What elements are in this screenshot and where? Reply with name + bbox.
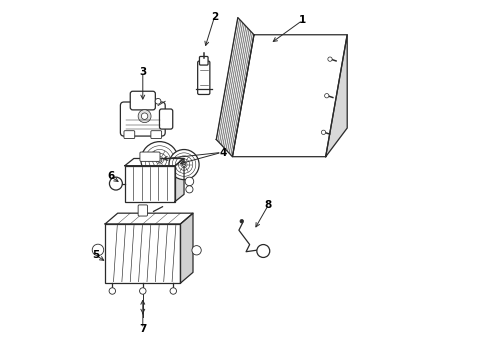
FancyBboxPatch shape xyxy=(124,131,135,139)
Text: 6: 6 xyxy=(107,171,114,181)
FancyBboxPatch shape xyxy=(197,61,210,94)
Circle shape xyxy=(141,113,148,120)
Polygon shape xyxy=(232,35,347,157)
Circle shape xyxy=(328,57,332,61)
Circle shape xyxy=(186,186,193,193)
Circle shape xyxy=(156,157,163,164)
FancyBboxPatch shape xyxy=(159,109,173,129)
Circle shape xyxy=(175,156,193,173)
FancyBboxPatch shape xyxy=(130,91,155,110)
Circle shape xyxy=(192,246,201,255)
Text: 1: 1 xyxy=(299,15,306,26)
Circle shape xyxy=(240,220,244,223)
Circle shape xyxy=(324,94,329,98)
Polygon shape xyxy=(180,213,193,283)
Circle shape xyxy=(109,288,116,294)
Circle shape xyxy=(178,159,190,170)
Circle shape xyxy=(181,162,187,168)
Circle shape xyxy=(109,177,122,190)
Circle shape xyxy=(145,146,174,175)
Circle shape xyxy=(172,153,196,176)
Circle shape xyxy=(157,158,162,162)
Circle shape xyxy=(155,98,161,104)
FancyBboxPatch shape xyxy=(199,57,208,65)
Circle shape xyxy=(170,288,176,294)
Text: 7: 7 xyxy=(139,324,147,334)
Circle shape xyxy=(92,244,104,256)
Circle shape xyxy=(169,149,199,180)
Polygon shape xyxy=(326,35,347,157)
Circle shape xyxy=(149,149,171,171)
Circle shape xyxy=(257,244,270,257)
Polygon shape xyxy=(175,158,184,202)
Circle shape xyxy=(185,177,194,186)
Text: 4: 4 xyxy=(220,148,227,158)
FancyBboxPatch shape xyxy=(105,224,180,283)
FancyBboxPatch shape xyxy=(138,205,147,216)
Polygon shape xyxy=(125,158,184,166)
FancyBboxPatch shape xyxy=(151,131,162,139)
FancyBboxPatch shape xyxy=(125,166,175,202)
Text: 5: 5 xyxy=(93,250,100,260)
Circle shape xyxy=(141,141,178,179)
Text: 2: 2 xyxy=(211,12,218,22)
Circle shape xyxy=(138,110,151,123)
Polygon shape xyxy=(105,213,193,224)
FancyBboxPatch shape xyxy=(121,102,165,136)
Circle shape xyxy=(140,288,146,294)
Text: 3: 3 xyxy=(139,67,147,77)
Circle shape xyxy=(152,153,167,167)
Polygon shape xyxy=(216,18,254,157)
Circle shape xyxy=(182,163,186,166)
Circle shape xyxy=(321,130,326,134)
Text: 8: 8 xyxy=(265,200,272,210)
FancyBboxPatch shape xyxy=(140,152,160,161)
